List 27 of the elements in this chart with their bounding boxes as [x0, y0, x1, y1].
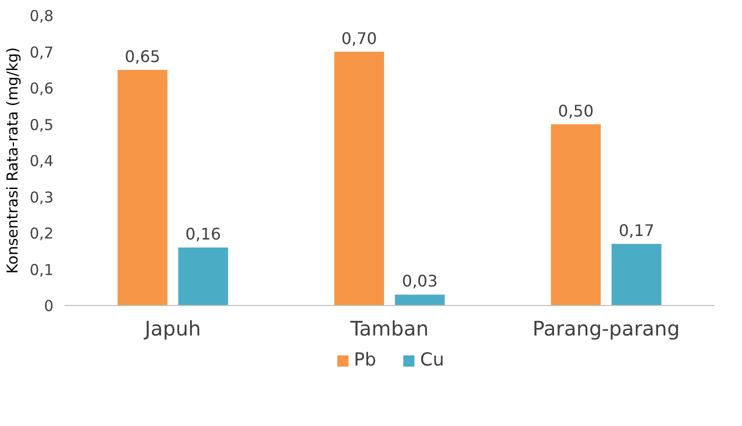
data-label: 0,16: [185, 224, 221, 244]
y-tick-label: 0,7: [30, 43, 54, 62]
legend-label: Pb: [354, 350, 376, 370]
x-tick-label: Tamban: [349, 316, 429, 340]
y-axis-title: Konsentrasi Rata-rata (mg/kg): [4, 47, 22, 274]
data-label: 0,17: [618, 220, 654, 240]
data-label: 0,70: [341, 28, 377, 48]
bar: [612, 244, 662, 306]
y-tick-label: 0: [44, 297, 54, 315]
y-tick-label: 0,4: [30, 152, 54, 170]
y-tick-label: 0,8: [30, 7, 54, 25]
x-tick-label: Japuh: [142, 316, 201, 340]
y-tick-label: 0,1: [30, 260, 54, 279]
bar: [394, 294, 445, 306]
y-tick-label: 0,3: [30, 188, 54, 206]
x-tick-label: Parang-parang: [532, 316, 680, 340]
y-tick-label: 0,5: [30, 116, 54, 134]
bar: [118, 70, 168, 306]
y-tick-label: 0,6: [30, 80, 54, 98]
data-label: 0,65: [124, 46, 160, 66]
data-label: 0,03: [402, 272, 438, 291]
y-tick-label: 0,2: [30, 224, 54, 242]
data-label: 0,50: [558, 101, 594, 120]
bar: [550, 124, 601, 306]
bar: [334, 52, 384, 306]
bar: [178, 248, 228, 306]
legend-label: Cu: [420, 350, 444, 370]
